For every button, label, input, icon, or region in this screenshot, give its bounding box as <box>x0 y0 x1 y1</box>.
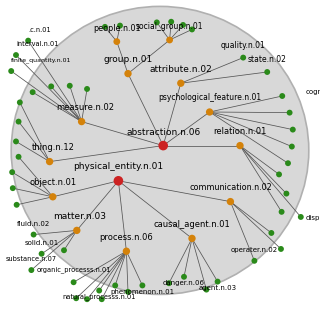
Point <box>71 280 76 285</box>
Point <box>278 246 284 252</box>
Point <box>29 268 34 273</box>
Point <box>189 27 195 32</box>
Point <box>180 22 186 28</box>
Point <box>67 83 72 88</box>
Point <box>30 90 35 95</box>
Text: people.n.01: people.n.01 <box>93 24 140 33</box>
Point <box>252 258 257 263</box>
Point <box>215 279 220 284</box>
Point <box>74 228 79 233</box>
Point <box>125 71 131 76</box>
Text: solid.n.01: solid.n.01 <box>24 240 59 246</box>
Text: natural_processs.n.01: natural_processs.n.01 <box>62 293 136 300</box>
Point <box>16 154 21 159</box>
Point <box>280 93 285 99</box>
Text: danger.n.06: danger.n.06 <box>163 280 205 286</box>
Point <box>16 119 21 124</box>
Point <box>49 84 54 89</box>
Point <box>50 194 55 199</box>
Point <box>10 186 15 191</box>
Point <box>9 68 14 74</box>
Text: fluid.n.02: fluid.n.02 <box>17 220 50 227</box>
Text: interval.n.01: interval.n.01 <box>16 41 58 47</box>
Point <box>269 230 274 236</box>
Point <box>61 248 67 253</box>
Point <box>181 274 187 279</box>
Text: measure.n.02: measure.n.02 <box>56 103 114 112</box>
Text: phenomenon.n.01: phenomenon.n.01 <box>110 289 174 295</box>
Point <box>298 214 303 220</box>
Point <box>79 119 84 124</box>
Point <box>285 161 291 166</box>
Point <box>99 297 104 302</box>
Text: operater.n.02: operater.n.02 <box>231 247 278 253</box>
Point <box>97 288 102 293</box>
Text: agent.n.03: agent.n.03 <box>198 285 237 291</box>
Point <box>276 172 282 177</box>
Text: physical_entity.n.01: physical_entity.n.01 <box>73 162 164 171</box>
Point <box>84 86 90 92</box>
Point <box>10 170 15 175</box>
Point <box>167 37 172 43</box>
Point <box>117 23 123 28</box>
Point <box>237 143 243 148</box>
Text: communication.n.02: communication.n.02 <box>189 183 272 192</box>
Point <box>284 191 289 196</box>
Point <box>178 81 183 86</box>
Point <box>161 143 166 148</box>
Point <box>74 296 79 301</box>
Point <box>39 251 44 256</box>
Text: matter.n.03: matter.n.03 <box>53 212 107 221</box>
Point <box>31 232 36 237</box>
Point <box>140 283 145 288</box>
Text: social_group.n.01: social_group.n.01 <box>136 22 203 31</box>
Point <box>241 55 246 60</box>
Point <box>26 38 31 43</box>
Text: disp: disp <box>306 215 320 220</box>
Point <box>228 199 233 204</box>
Point <box>204 287 209 292</box>
Point <box>14 202 19 207</box>
Point <box>154 20 159 25</box>
Point <box>169 19 174 24</box>
Point <box>17 100 22 105</box>
Point <box>279 209 284 214</box>
Point <box>289 144 294 149</box>
Ellipse shape <box>11 6 309 294</box>
Text: cognitio: cognitio <box>306 89 320 95</box>
Point <box>47 159 52 164</box>
Point <box>125 289 131 294</box>
Point <box>13 139 19 144</box>
Text: .c.n.01: .c.n.01 <box>28 27 51 33</box>
Text: relation.n.01: relation.n.01 <box>213 127 267 136</box>
Point <box>102 24 108 29</box>
Point <box>113 283 118 288</box>
Text: finite_quantity.n.01: finite_quantity.n.01 <box>11 57 72 63</box>
Text: organic_processs.n.01: organic_processs.n.01 <box>36 267 111 273</box>
Point <box>124 249 129 254</box>
Point <box>114 39 119 44</box>
Point <box>265 69 270 75</box>
Text: psychological_feature.n.01: psychological_feature.n.01 <box>158 93 261 102</box>
Text: group.n.01: group.n.01 <box>103 55 153 64</box>
Text: quality.n.01: quality.n.01 <box>221 41 266 50</box>
Text: thing.n.12: thing.n.12 <box>31 143 74 152</box>
Point <box>13 52 19 58</box>
Point <box>116 178 121 183</box>
Point <box>207 109 212 115</box>
Text: object.n.01: object.n.01 <box>29 178 76 187</box>
Point <box>287 110 292 115</box>
Point <box>166 281 172 286</box>
Text: abstraction.n.06: abstraction.n.06 <box>126 128 200 137</box>
Text: substance.n.07: substance.n.07 <box>6 256 57 262</box>
Point <box>84 297 90 302</box>
Text: attribute.n.02: attribute.n.02 <box>149 65 212 74</box>
Point <box>290 127 295 132</box>
Text: process.n.06: process.n.06 <box>100 233 153 242</box>
Text: state.n.02: state.n.02 <box>248 55 287 64</box>
Text: causal_agent.n.01: causal_agent.n.01 <box>154 220 230 229</box>
Point <box>189 236 195 241</box>
